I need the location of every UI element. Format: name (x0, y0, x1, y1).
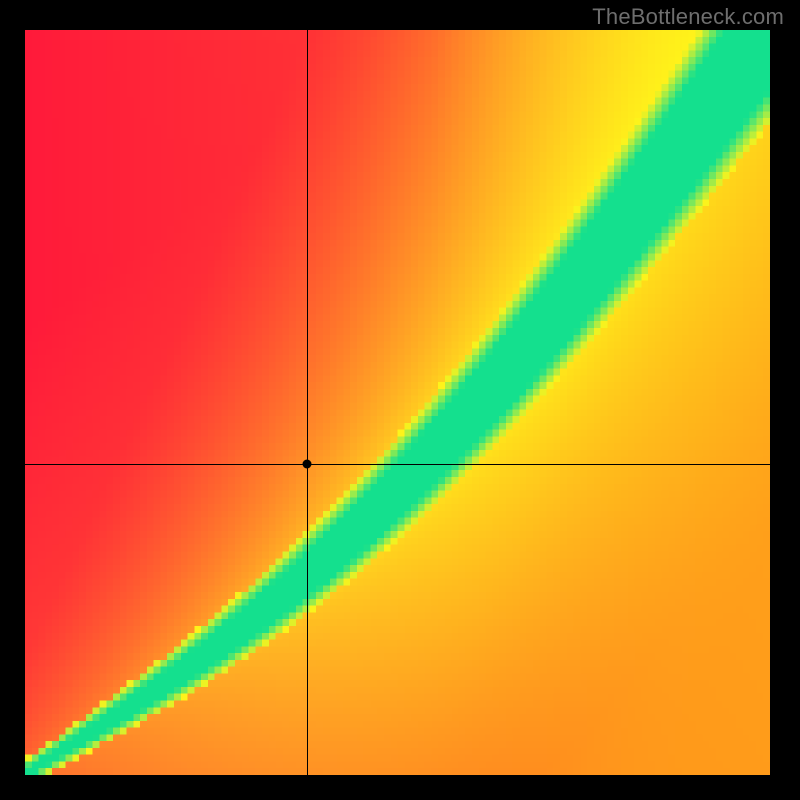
crosshair-horizontal (25, 464, 770, 465)
watermark-text: TheBottleneck.com (592, 4, 784, 30)
crosshair-vertical (307, 30, 308, 775)
bottleneck-heatmap (25, 30, 770, 775)
chart-container: TheBottleneck.com (0, 0, 800, 800)
selection-marker (303, 459, 312, 468)
plot-frame (25, 30, 770, 775)
